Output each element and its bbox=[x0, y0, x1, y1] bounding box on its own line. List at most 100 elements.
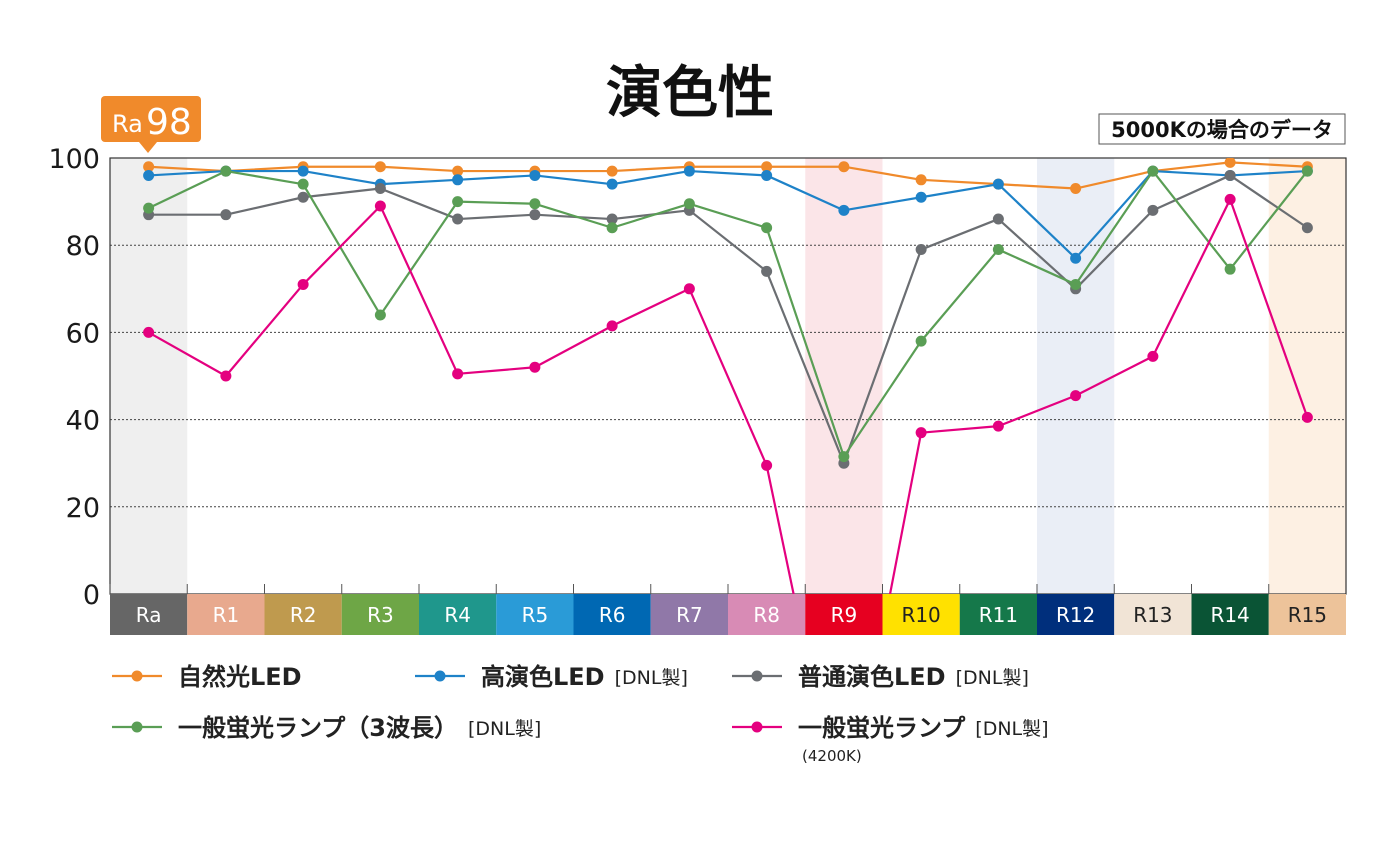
series-4-point-r6 bbox=[606, 320, 618, 332]
y-tick-label-0: 0 bbox=[83, 580, 100, 611]
series-line-0 bbox=[148, 161, 1308, 190]
category-label-r12: R12 bbox=[1056, 603, 1095, 627]
ra-callout-box bbox=[101, 96, 201, 142]
series-3 bbox=[143, 165, 1313, 463]
series-1-point-r11 bbox=[992, 178, 1004, 190]
legend-sub-3: [DNL製] bbox=[468, 718, 541, 740]
series-0-point-r12 bbox=[1070, 183, 1082, 195]
grid-lines bbox=[110, 244, 1346, 508]
series-group bbox=[143, 158, 1313, 594]
series-2-point-r14 bbox=[1224, 169, 1236, 181]
category-label-r15: R15 bbox=[1288, 603, 1327, 627]
series-3-point-r9 bbox=[838, 451, 850, 463]
series-2-point-r8 bbox=[761, 265, 773, 277]
series-1-point-r10 bbox=[915, 191, 927, 203]
category-cell-r3 bbox=[341, 594, 419, 635]
category-cell-ra bbox=[110, 594, 188, 635]
series-2-point-r10 bbox=[915, 244, 927, 256]
legend-item-1: 高演色LED [DNL製] bbox=[415, 663, 688, 691]
condition-note: 5000Kの場合のデータ bbox=[1098, 113, 1346, 145]
series-1-point-r8 bbox=[761, 169, 773, 181]
series-3-point-r13 bbox=[1147, 165, 1159, 177]
category-label-r6: R6 bbox=[599, 603, 626, 627]
ra-callout-pointer bbox=[139, 142, 157, 153]
series-2 bbox=[143, 169, 1313, 469]
series-2-point-r5 bbox=[529, 209, 541, 221]
series-3-point-r4 bbox=[452, 196, 464, 208]
legend-marker-4 bbox=[751, 721, 763, 733]
category-cell-r8 bbox=[728, 594, 806, 635]
category-label-ra: Ra bbox=[136, 603, 162, 627]
series-4-point-r5 bbox=[529, 361, 541, 373]
series-0-point-ra bbox=[143, 161, 155, 173]
series-2-point-r6 bbox=[606, 213, 618, 225]
condition-note-box bbox=[1098, 113, 1346, 145]
series-3-point-r10 bbox=[915, 335, 927, 347]
legend-label-4: 一般蛍光ランプ bbox=[798, 714, 966, 742]
series-line-2 bbox=[148, 174, 1308, 465]
category-cell-r1 bbox=[187, 594, 265, 635]
category-cell-r13 bbox=[1114, 594, 1192, 635]
series-0-point-r3 bbox=[374, 161, 386, 173]
category-cell-r14 bbox=[1191, 594, 1269, 635]
series-4 bbox=[143, 193, 1313, 594]
category-label-r8: R8 bbox=[753, 603, 780, 627]
series-0-point-r4 bbox=[452, 165, 464, 177]
series-3-point-r2 bbox=[297, 178, 309, 190]
series-1-point-r4 bbox=[452, 174, 464, 186]
series-1-point-r12 bbox=[1070, 252, 1082, 264]
legend-label-2: 普通演色LED bbox=[798, 663, 946, 691]
legend-sub2-4: (4200K) bbox=[802, 747, 862, 765]
legend-sub-1: [DNL製] bbox=[615, 667, 688, 689]
category-cell-r15 bbox=[1268, 594, 1346, 635]
series-3-point-r15 bbox=[1301, 165, 1313, 177]
series-1-point-r5 bbox=[529, 169, 541, 181]
series-0-point-r8 bbox=[761, 161, 773, 173]
series-4-point-r11 bbox=[992, 420, 1004, 432]
category-label-r9: R9 bbox=[831, 603, 858, 627]
category-bar: Ra R1 R2 R3 R4 R5 R6 R7 R8 R9 R10 R11 R12 R13 R14 R15 bbox=[109, 584, 1346, 635]
series-4-point-r1 bbox=[220, 370, 232, 382]
series-3-point-r8 bbox=[761, 222, 773, 234]
band-r9 bbox=[805, 158, 883, 594]
series-2-point-r1 bbox=[220, 209, 232, 221]
legend-label-1: 高演色LED bbox=[481, 663, 605, 691]
condition-note-text: 5000Kの場合のデータ bbox=[1111, 118, 1333, 142]
y-tick-label-80: 80 bbox=[66, 231, 100, 262]
series-line-4 bbox=[148, 198, 1309, 594]
category-cell-r5 bbox=[496, 594, 574, 635]
series-2-point-r13 bbox=[1147, 204, 1159, 216]
series-line-1 bbox=[148, 169, 1308, 260]
ra-callout-prefix: Ra bbox=[112, 110, 143, 138]
series-4-point-r15 bbox=[1301, 411, 1313, 423]
series-3-point-r11 bbox=[992, 244, 1004, 256]
legend-item-4: 一般蛍光ランプ [DNL製] (4200K) bbox=[732, 714, 1049, 765]
legend-label-3: 一般蛍光ランプ（3波長） bbox=[178, 714, 458, 742]
series-0-point-r10 bbox=[915, 174, 927, 186]
category-cell-r4 bbox=[419, 594, 497, 635]
category-cell-r9 bbox=[805, 594, 883, 635]
series-2-point-r2 bbox=[297, 191, 309, 203]
series-2-point-r4 bbox=[452, 213, 464, 225]
series-0-point-r9 bbox=[838, 161, 850, 173]
category-label-r2: R2 bbox=[290, 603, 317, 627]
ra-callout-value: 98 bbox=[146, 102, 192, 143]
category-cell-r2 bbox=[264, 594, 342, 635]
series-1-point-ra bbox=[143, 169, 155, 181]
series-3-point-r12 bbox=[1070, 278, 1082, 290]
legend-marker-1 bbox=[434, 670, 446, 682]
legend-label-0: 自然光LED bbox=[178, 663, 302, 691]
category-label-r4: R4 bbox=[444, 603, 471, 627]
category-cell-r12 bbox=[1037, 594, 1115, 635]
y-axis-ticks: 0 20 40 60 80 100 bbox=[48, 144, 100, 611]
series-3-point-r1 bbox=[220, 165, 232, 177]
legend-item-0: 自然光LED bbox=[112, 663, 302, 691]
legend: 自然光LED 高演色LED [DNL製] 普通演色LED [DNL製] 一般蛍光ランプ（3… bbox=[112, 663, 1049, 765]
category-label-r7: R7 bbox=[676, 603, 703, 627]
highlight-bands bbox=[110, 158, 1346, 594]
y-tick-label-100: 100 bbox=[48, 144, 100, 175]
series-4-point-r3 bbox=[374, 200, 386, 212]
series-line-3 bbox=[148, 169, 1309, 458]
y-tick-label-60: 60 bbox=[66, 318, 100, 349]
